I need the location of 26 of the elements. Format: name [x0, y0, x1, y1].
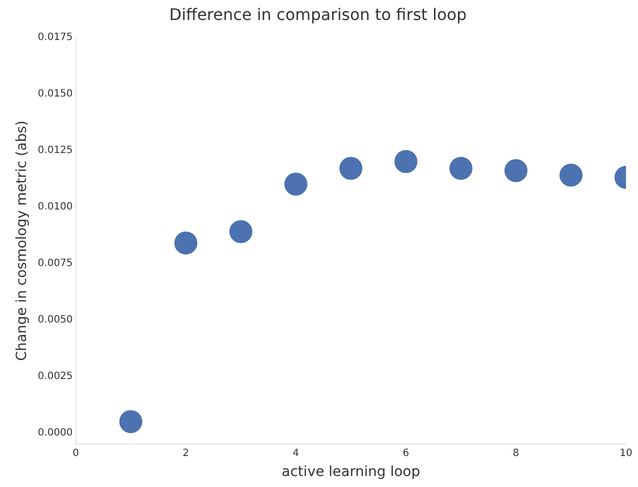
y-tick-label: 0.0075: [38, 258, 73, 269]
x-tick-label: 10: [620, 448, 632, 459]
y-tick-label: 0.0125: [38, 144, 73, 156]
point: [394, 150, 418, 174]
y-tick-label: 0.0025: [38, 370, 73, 382]
x-axis-title: active learning loop: [282, 464, 420, 480]
point: [504, 159, 528, 182]
point: [449, 156, 472, 180]
point: [119, 410, 142, 434]
point: [284, 172, 308, 196]
y-axis-title: Change in cosmology metric (abs): [14, 120, 30, 361]
x-tick-label: 4: [292, 448, 300, 459]
y-tick-label: 0.0175: [38, 32, 73, 43]
y-tick-label: 0.0100: [38, 201, 73, 212]
chart-title: Difference in comparison to first loop: [169, 4, 467, 24]
y-tick-label: 0.0000: [38, 427, 73, 438]
point: [339, 156, 362, 180]
y-tick-label: 0.0050: [38, 314, 73, 326]
y-tick-label: 0.0150: [38, 88, 73, 100]
point: [229, 220, 252, 244]
point: [174, 231, 198, 254]
point: [559, 164, 582, 187]
x-tick-label: 6: [402, 448, 410, 459]
x-tick-label: 0: [72, 448, 79, 459]
x-tick-label: 8: [512, 448, 520, 459]
x-tick-label: 2: [182, 448, 190, 459]
